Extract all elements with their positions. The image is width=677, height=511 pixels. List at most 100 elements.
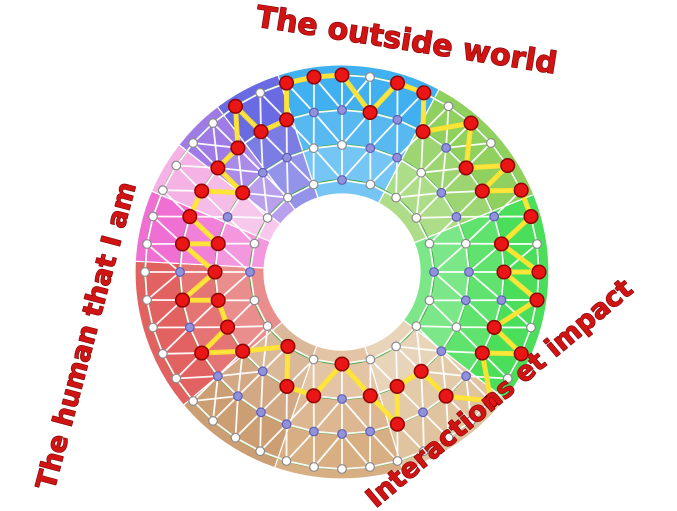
node-white: [365, 72, 375, 82]
mesh-edge: [422, 411, 450, 439]
node-white: [443, 432, 454, 443]
node-red: [235, 343, 251, 359]
node-white: [208, 416, 218, 426]
node-red: [235, 185, 251, 201]
node-white: [308, 179, 319, 190]
mesh-edge: [312, 398, 343, 433]
node-purple: [256, 407, 266, 418]
node-red: [493, 236, 510, 252]
node-white: [365, 354, 376, 365]
mesh-edge: [236, 370, 264, 398]
mesh-edge: [146, 243, 181, 273]
node-purple: [496, 295, 507, 306]
mesh-edge: [428, 215, 458, 245]
node-white: [171, 160, 182, 171]
node-red: [210, 160, 226, 176]
mesh-edge: [261, 171, 269, 219]
node-red: [529, 292, 545, 308]
node-white: [526, 322, 536, 333]
node-purple: [365, 426, 376, 437]
node-white: [188, 396, 199, 406]
node-white: [148, 211, 158, 222]
node-purple: [212, 371, 223, 382]
node-white: [255, 446, 266, 457]
node-purple: [441, 142, 452, 153]
mesh-edge: [285, 156, 289, 199]
node-purple: [429, 267, 439, 277]
node-purple: [392, 152, 403, 163]
node-purple: [245, 267, 255, 277]
node-white: [249, 295, 260, 306]
node-purple: [184, 322, 195, 333]
mesh-edge: [415, 215, 458, 219]
node-white: [142, 239, 152, 249]
node-white: [365, 179, 376, 190]
node-red: [210, 292, 226, 308]
node-purple: [436, 346, 447, 357]
mesh-edge: [433, 242, 467, 273]
node-red: [523, 208, 539, 225]
node-white: [502, 373, 513, 384]
mesh-edge: [415, 191, 443, 219]
mesh-edge: [261, 171, 289, 199]
node-red: [486, 319, 502, 335]
node-white: [188, 138, 199, 148]
node-red: [474, 345, 490, 361]
wheel-diagram: [134, 64, 550, 480]
node-purple: [309, 107, 319, 118]
node-white: [281, 456, 292, 466]
sector-blue: [277, 64, 441, 204]
mesh-edge: [146, 271, 181, 301]
node-white: [157, 348, 168, 359]
node-white: [337, 140, 347, 150]
node-white: [443, 101, 454, 112]
mesh-edge: [260, 370, 264, 414]
node-red: [306, 388, 322, 404]
label-human-that-i-am: The human that I am: [31, 179, 143, 493]
node-red: [416, 85, 432, 101]
mesh-edge: [259, 423, 288, 453]
node-red: [210, 236, 226, 252]
node-red: [174, 292, 191, 308]
node-white: [424, 238, 435, 249]
node-white: [460, 238, 471, 249]
node-red: [531, 264, 547, 280]
mesh-edge: [395, 171, 423, 199]
mesh-edge: [259, 411, 262, 453]
mesh-edge: [226, 215, 269, 219]
node-red: [334, 67, 350, 83]
node-red: [474, 183, 490, 199]
node-white: [411, 321, 422, 332]
mesh-edge: [420, 146, 448, 174]
mesh-edge: [192, 375, 219, 402]
node-red: [194, 345, 210, 361]
node-white: [140, 267, 150, 277]
mesh-edge: [369, 118, 399, 150]
node-white: [148, 322, 158, 333]
node-white: [337, 464, 347, 474]
mesh-edge: [192, 395, 239, 402]
node-purple: [309, 426, 319, 437]
node-red: [413, 363, 429, 379]
node-white: [249, 238, 260, 249]
node-white: [171, 373, 182, 384]
node-purple: [257, 366, 268, 377]
node-red: [438, 388, 454, 404]
mesh-edge: [216, 370, 264, 378]
mesh-edge: [285, 430, 315, 462]
node-red: [415, 124, 431, 140]
node-white: [255, 87, 266, 98]
node-red: [483, 393, 499, 409]
mesh-edge: [433, 271, 467, 302]
node-purple: [337, 105, 347, 115]
node-red: [278, 75, 295, 91]
node-purple: [464, 267, 474, 277]
node-white: [418, 446, 429, 457]
node-purple: [337, 175, 347, 185]
node-red: [389, 75, 406, 91]
mesh-edge: [161, 326, 191, 355]
node-purple: [175, 267, 185, 277]
mesh-edge: [440, 350, 468, 378]
node-red: [334, 356, 350, 372]
node-purple: [222, 211, 233, 222]
